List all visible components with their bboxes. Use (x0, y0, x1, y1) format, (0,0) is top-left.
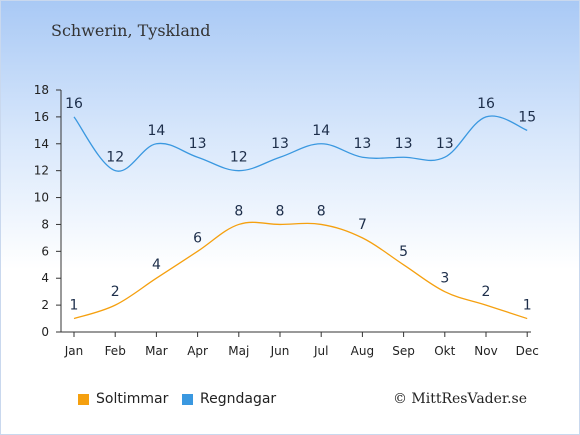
data-label-regndagar: 13 (395, 136, 413, 152)
y-tick-label: 8 (41, 217, 49, 231)
data-label-soltimmar: 7 (358, 217, 367, 233)
data-label-soltimmar: 4 (152, 257, 161, 273)
x-tick-label: Okt (434, 344, 455, 358)
x-tick-label: Jul (313, 344, 328, 358)
data-label-soltimmar: 6 (193, 230, 202, 246)
data-label-soltimmar: 5 (399, 244, 408, 260)
data-label-regndagar: 13 (353, 136, 371, 152)
x-tick-label: Jan (64, 344, 84, 358)
data-label-regndagar: 13 (189, 136, 207, 152)
y-tick-label: 16 (34, 110, 49, 124)
x-tick-label: Aug (351, 344, 374, 358)
y-tick-label: 4 (41, 271, 49, 285)
data-label-regndagar: 14 (147, 123, 165, 139)
x-tick-label: Feb (105, 344, 126, 358)
data-label-regndagar: 16 (477, 96, 495, 112)
legend-swatch-soltimmar (78, 393, 89, 405)
x-tick-label: Nov (474, 344, 497, 358)
x-tick-label: Dec (516, 344, 539, 358)
legend-swatch-regndagar (182, 393, 193, 405)
y-tick-label: 2 (41, 298, 49, 312)
data-label-soltimmar: 8 (276, 203, 285, 219)
data-label-soltimmar: 8 (234, 203, 243, 219)
copyright-text: © MittResVader.se (392, 391, 527, 407)
data-label-regndagar: 12 (230, 150, 248, 166)
x-tick-label: Maj (228, 344, 249, 358)
legend-item-regndagar: Regndagar (182, 391, 276, 407)
series-line-regndagar (73, 115, 528, 172)
data-label-regndagar: 16 (65, 96, 83, 112)
series-line-soltimmar (73, 221, 528, 320)
y-tick-label: 6 (41, 244, 49, 258)
data-label-regndagar: 13 (436, 136, 454, 152)
x-tick-label: Jun (270, 344, 290, 358)
data-label-soltimmar: 3 (440, 271, 449, 287)
data-label-regndagar: 13 (271, 136, 289, 152)
x-tick-label: Sep (392, 344, 415, 358)
legend-label-soltimmar: Soltimmar (96, 391, 169, 407)
legend-item-soltimmar: Soltimmar (78, 391, 168, 407)
y-tick-label: 12 (34, 164, 49, 178)
data-label-soltimmar: 8 (317, 203, 326, 219)
y-tick-label: 14 (34, 137, 49, 151)
data-label-regndagar: 15 (518, 109, 536, 125)
data-label-soltimmar: 1 (523, 298, 532, 314)
data-label-regndagar: 12 (106, 150, 124, 166)
data-label-soltimmar: 2 (111, 284, 120, 300)
chart-title: Schwerin, Tyskland (51, 21, 211, 40)
y-tick-label: 0 (41, 325, 49, 339)
legend-label-regndagar: Regndagar (200, 391, 277, 407)
x-tick-label: Apr (187, 344, 208, 358)
y-tick-label: 18 (34, 83, 49, 97)
data-label-soltimmar: 1 (70, 298, 79, 314)
x-tick-label: Mar (145, 344, 168, 358)
y-tick-label: 10 (34, 191, 49, 205)
data-label-soltimmar: 2 (482, 284, 491, 300)
data-label-regndagar: 14 (312, 123, 330, 139)
